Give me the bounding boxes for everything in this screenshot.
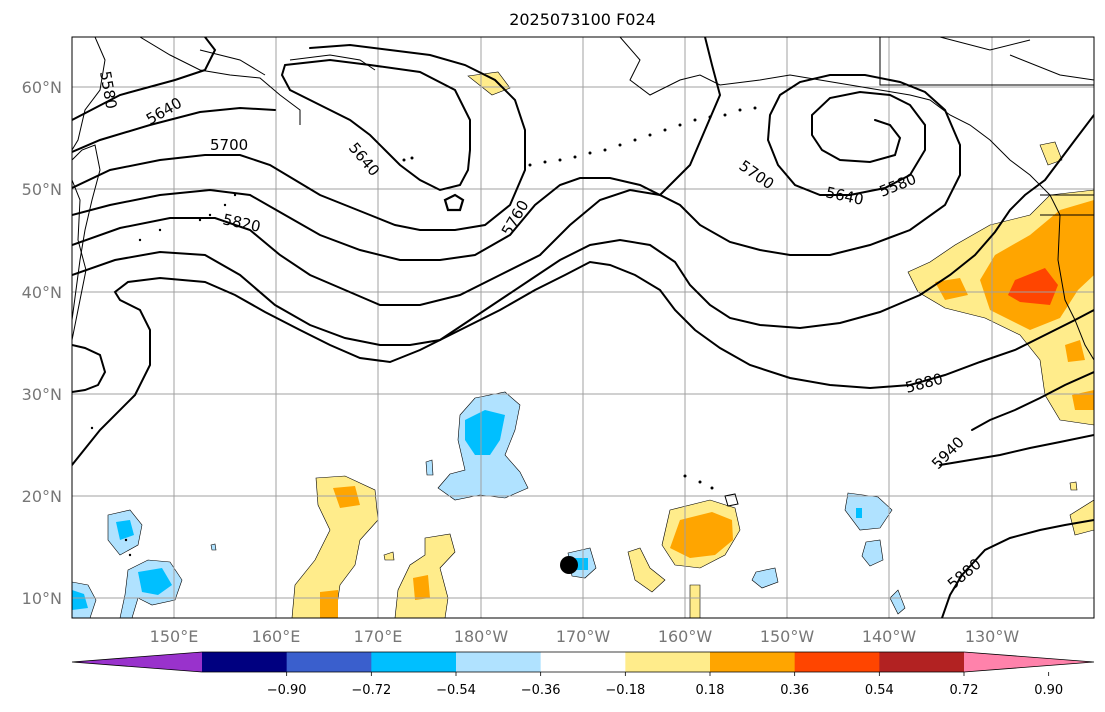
colorbar-segment (710, 652, 796, 672)
contour-label: 5880 (944, 555, 985, 593)
colorbar-tick-label: 0.18 (696, 683, 725, 698)
colorbar-segment (286, 652, 372, 672)
contour-label: 5700 (210, 136, 248, 154)
lon-label: 160°E (252, 627, 301, 646)
contour-label: 5640 (824, 183, 865, 209)
shaded-field-negative (72, 391, 906, 618)
island-chains (90, 106, 757, 557)
coastlines (72, 37, 1094, 361)
contour-label: 5880 (903, 370, 945, 397)
shaded-field-positive (291, 71, 1094, 618)
colorbar-segment (794, 652, 880, 672)
lon-label: 150°E (150, 627, 199, 646)
lon-label: 130°W (965, 627, 1020, 646)
colorbar-tick-label: 0.36 (780, 683, 809, 698)
map-plot-area: 5580 5640 5700 5640 5820 5760 5700 5640 … (72, 37, 1094, 618)
colorbar-extend-high (964, 652, 1094, 672)
colorbar-segment (456, 652, 542, 672)
lat-label: 10°N (22, 589, 62, 608)
colorbar-tick-label: −0.54 (436, 683, 476, 698)
lon-label: 150°W (760, 627, 815, 646)
closed-low-contour (443, 193, 465, 212)
contour-label: 5580 (877, 170, 919, 201)
island-outline (724, 493, 739, 507)
colorbar-segment (202, 652, 288, 672)
lon-label: 170°E (354, 627, 403, 646)
lon-label: 140°W (862, 627, 917, 646)
contour-label: 5700 (736, 157, 778, 194)
colorbar-segment (371, 652, 457, 672)
colorbar: −0.90 −0.72 −0.54 −0.36 −0.18 0.18 0.36 0.54 0.7… (71, 651, 1095, 698)
colorbar-segment (540, 652, 626, 672)
lon-label: 160°W (658, 627, 713, 646)
lat-label: 40°N (22, 283, 62, 302)
colorbar-segment (625, 652, 711, 672)
contour-label: 5640 (143, 94, 185, 129)
colorbar-tick-label: −0.90 (267, 683, 307, 698)
colorbar-tick-label: −0.18 (605, 683, 645, 698)
lon-label: 180°W (454, 627, 509, 646)
location-marker (560, 556, 578, 574)
height-contours (72, 37, 1094, 618)
colorbar-tick-label: 0.54 (865, 683, 894, 698)
colorbar-extend-low (72, 652, 202, 672)
colorbar-outline (71, 651, 1095, 673)
latitude-labels: 60°N 50°N 40°N 30°N 20°N 10°N (22, 78, 62, 608)
colorbar-tick-label: −0.36 (521, 683, 561, 698)
lat-label: 30°N (22, 385, 62, 404)
colorbar-tick-label: 0.72 (950, 683, 979, 698)
longitude-labels: 150°E 160°E 170°E 180°W 170°W 160°W 150°… (150, 627, 1020, 646)
graticule (72, 37, 1094, 618)
lon-label: 170°W (556, 627, 611, 646)
contour-label: 5820 (221, 210, 262, 236)
colorbar-segment (879, 652, 965, 672)
contour-label: 5580 (96, 70, 120, 111)
lat-label: 20°N (22, 487, 62, 506)
map-title: 2025073100 F024 (509, 10, 656, 29)
lat-label: 60°N (22, 78, 62, 97)
plot-frame (71, 36, 1095, 619)
colorbar-tick-label: 0.90 (1034, 683, 1063, 698)
colorbar-tick-label: −0.72 (351, 683, 391, 698)
contour-label: 5760 (498, 197, 533, 239)
contour-label: 5940 (928, 433, 968, 473)
lat-label: 50°N (22, 180, 62, 199)
